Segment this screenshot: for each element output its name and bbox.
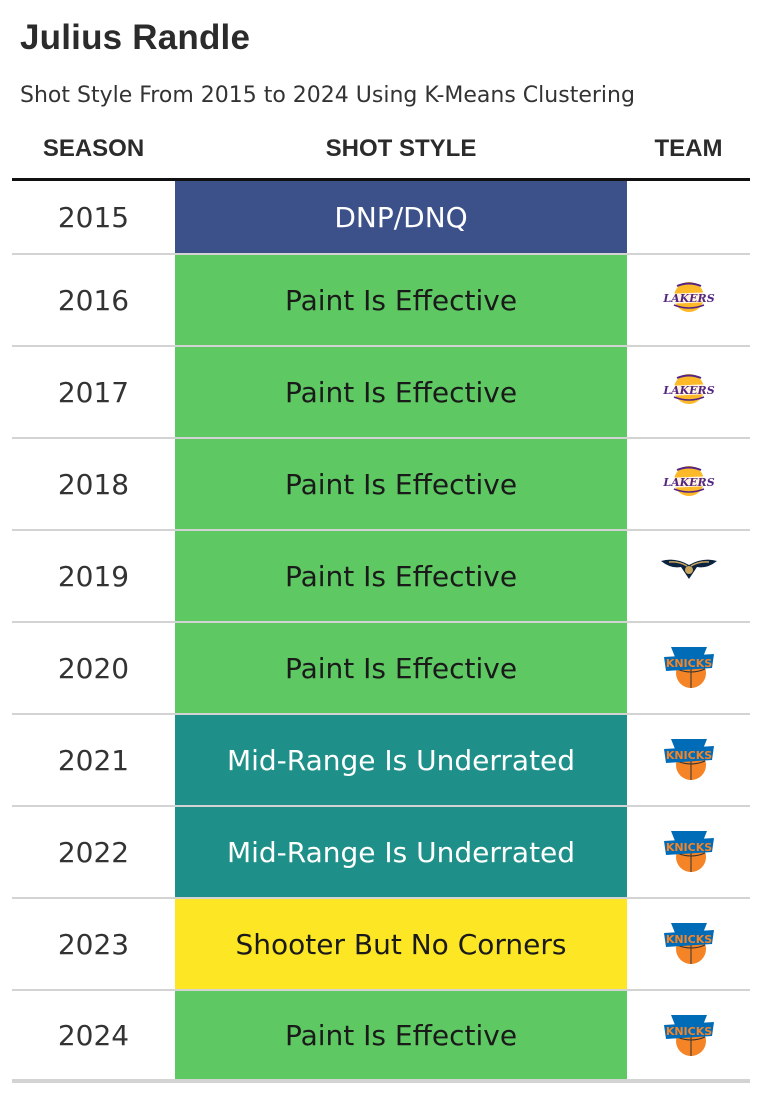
- season-cell: 2021: [57, 743, 130, 777]
- shot-style-cell: DNP/DNQ: [175, 181, 627, 253]
- shot-style-cell: Paint Is Effective: [175, 531, 627, 621]
- team-cell: LAKERS: [627, 439, 750, 529]
- season-cell: 2022: [57, 835, 130, 869]
- season-table: 2015 DNP/DNQ 2016 Paint Is Effective LAKERS 2…: [12, 181, 750, 1083]
- knicks-logo: KNICKS: [661, 917, 717, 971]
- season-cell: 2017: [57, 375, 130, 409]
- season-column-header: SEASON: [42, 135, 145, 162]
- shot-style-cell: Mid-Range Is Underrated: [175, 807, 627, 897]
- season-cell: 2018: [57, 467, 130, 501]
- table-row: 2020 Paint Is Effective KNICKS: [12, 623, 750, 715]
- svg-text:KNICKS: KNICKS: [665, 749, 711, 762]
- shot-style-cell: Shooter But No Corners: [175, 899, 627, 989]
- svg-text:LAKERS: LAKERS: [662, 384, 714, 397]
- shot-style-cell: Mid-Range Is Underrated: [175, 715, 627, 805]
- shot-style-cell: Paint Is Effective: [175, 439, 627, 529]
- table-row: 2022 Mid-Range Is Underrated KNICKS: [12, 807, 750, 899]
- team-cell: [627, 531, 750, 621]
- knicks-logo: KNICKS: [661, 733, 717, 787]
- team-cell: [627, 181, 750, 253]
- season-cell: 2015: [57, 200, 130, 234]
- table-row: 2024 Paint Is Effective KNICKS: [12, 991, 750, 1083]
- team-cell: LAKERS: [627, 347, 750, 437]
- season-cell: 2020: [57, 651, 130, 685]
- header-divider: [12, 178, 750, 181]
- shot-style-cell: Paint Is Effective: [175, 255, 627, 345]
- shot-style-cell: Paint Is Effective: [175, 347, 627, 437]
- knicks-logo: KNICKS: [661, 825, 717, 879]
- pelicans-logo: [659, 553, 719, 587]
- svg-text:LAKERS: LAKERS: [662, 476, 714, 489]
- knicks-logo: KNICKS: [661, 641, 717, 695]
- table-row: 2019 Paint Is Effective: [12, 531, 750, 623]
- svg-text:LAKERS: LAKERS: [662, 292, 714, 305]
- team-cell: KNICKS: [627, 715, 750, 805]
- team-column-header: TEAM: [654, 135, 723, 162]
- season-cell: 2019: [57, 559, 130, 593]
- team-cell: KNICKS: [627, 807, 750, 897]
- table-row: 2018 Paint Is Effective LAKERS: [12, 439, 750, 531]
- chart-title: Julius Randle: [20, 18, 251, 57]
- table-row: 2016 Paint Is Effective LAKERS: [12, 255, 750, 347]
- lakers-logo: LAKERS: [661, 369, 717, 413]
- season-cell: 2024: [57, 1018, 130, 1052]
- table-row: 2017 Paint Is Effective LAKERS: [12, 347, 750, 439]
- table-row: 2023 Shooter But No Corners KNICKS: [12, 899, 750, 991]
- svg-text:KNICKS: KNICKS: [665, 841, 711, 854]
- team-cell: KNICKS: [627, 623, 750, 713]
- table-row: 2015 DNP/DNQ: [12, 181, 750, 255]
- lakers-logo: LAKERS: [661, 461, 717, 505]
- team-cell: LAKERS: [627, 255, 750, 345]
- team-cell: KNICKS: [627, 899, 750, 989]
- shot-style-column-header: SHOT STYLE: [325, 135, 477, 162]
- chart-subtitle: Shot Style From 2015 to 2024 Using K-Mea…: [20, 83, 635, 108]
- knicks-logo: KNICKS: [661, 1009, 717, 1063]
- svg-text:KNICKS: KNICKS: [665, 657, 711, 670]
- season-cell: 2016: [57, 283, 130, 317]
- table-row: 2021 Mid-Range Is Underrated KNICKS: [12, 715, 750, 807]
- shot-style-cell: Paint Is Effective: [175, 991, 627, 1079]
- svg-text:KNICKS: KNICKS: [665, 1025, 711, 1038]
- team-cell: KNICKS: [627, 991, 750, 1079]
- season-cell: 2023: [57, 927, 130, 961]
- shot-style-cell: Paint Is Effective: [175, 623, 627, 713]
- svg-text:KNICKS: KNICKS: [665, 933, 711, 946]
- lakers-logo: LAKERS: [661, 277, 717, 321]
